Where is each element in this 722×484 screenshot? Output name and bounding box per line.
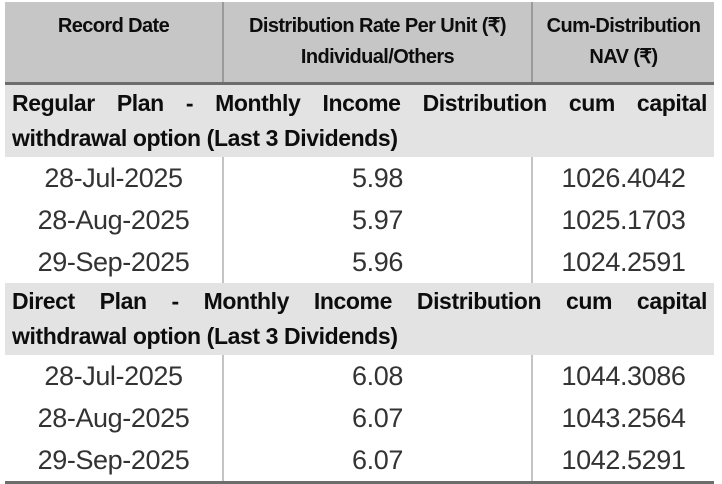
table-row: 28-Jul-2025 6.08 1044.3086 <box>5 355 714 397</box>
nav-cell: 1026.4042 <box>561 163 686 193</box>
nav-cell: 1043.2564 <box>561 403 686 433</box>
section-title-line1: Regular Plan - Monthly Income Distributi… <box>12 90 707 116</box>
section-header-direct-plan: Direct Plan - Monthly Income Distributio… <box>5 283 714 355</box>
header-cum-distribution-line2: NAV (₹) <box>589 46 658 68</box>
rate-cell: 5.98 <box>224 157 533 199</box>
record-date-cell: 28-Aug-2025 <box>5 199 224 241</box>
record-date-cell: 28-Aug-2025 <box>5 397 224 439</box>
record-date-cell: 29-Sep-2025 <box>5 241 224 283</box>
section-title-line2: withdrawal option (Last 3 Dividends) <box>12 125 398 151</box>
header-record-date: Record Date <box>5 2 224 82</box>
table-header-row: Record Date Distribution Rate Per Unit (… <box>5 2 714 85</box>
nav-cell: 1024.2591 <box>561 247 686 277</box>
rate-cell: 6.08 <box>224 355 533 397</box>
section-title-line1: Direct Plan - Monthly Income Distributio… <box>12 288 707 314</box>
rate-cell: 6.07 <box>224 439 533 481</box>
dividend-history-table: Record Date Distribution Rate Per Unit (… <box>5 2 714 484</box>
nav-cell: 1042.5291 <box>561 445 686 475</box>
section-header-regular-plan: Regular Plan - Monthly Income Distributi… <box>5 85 714 157</box>
header-cum-distribution-nav: Cum-Distribution NAV (₹) <box>533 2 714 82</box>
table-row: 28-Aug-2025 5.97 1025.1703 <box>5 199 714 241</box>
record-date-cell: 28-Jul-2025 <box>5 355 224 397</box>
record-date-cell: 28-Jul-2025 <box>5 157 224 199</box>
header-cum-distribution-line1: Cum-Distribution <box>546 15 701 37</box>
record-date-cell: 29-Sep-2025 <box>5 439 224 481</box>
table-row: 28-Aug-2025 6.07 1043.2564 <box>5 397 714 439</box>
header-distribution-rate-line2: Individual/Others <box>300 46 455 68</box>
rate-cell: 5.96 <box>224 241 533 283</box>
rate-cell: 6.07 <box>224 397 533 439</box>
nav-cell: 1044.3086 <box>561 361 686 391</box>
rate-cell: 5.97 <box>224 199 533 241</box>
header-distribution-rate: Distribution Rate Per Unit (₹) Individua… <box>224 2 533 82</box>
table-row: 29-Sep-2025 5.96 1024.2591 <box>5 241 714 283</box>
table-row: 29-Sep-2025 6.07 1042.5291 <box>5 439 714 481</box>
section-title-line2: withdrawal option (Last 3 Dividends) <box>12 323 398 349</box>
nav-cell: 1025.1703 <box>561 205 686 235</box>
table-row: 28-Jul-2025 5.98 1026.4042 <box>5 157 714 199</box>
table-bottom-border <box>5 481 714 484</box>
header-record-date-label: Record Date <box>57 15 170 37</box>
header-distribution-rate-line1: Distribution Rate Per Unit (₹) <box>249 15 507 37</box>
